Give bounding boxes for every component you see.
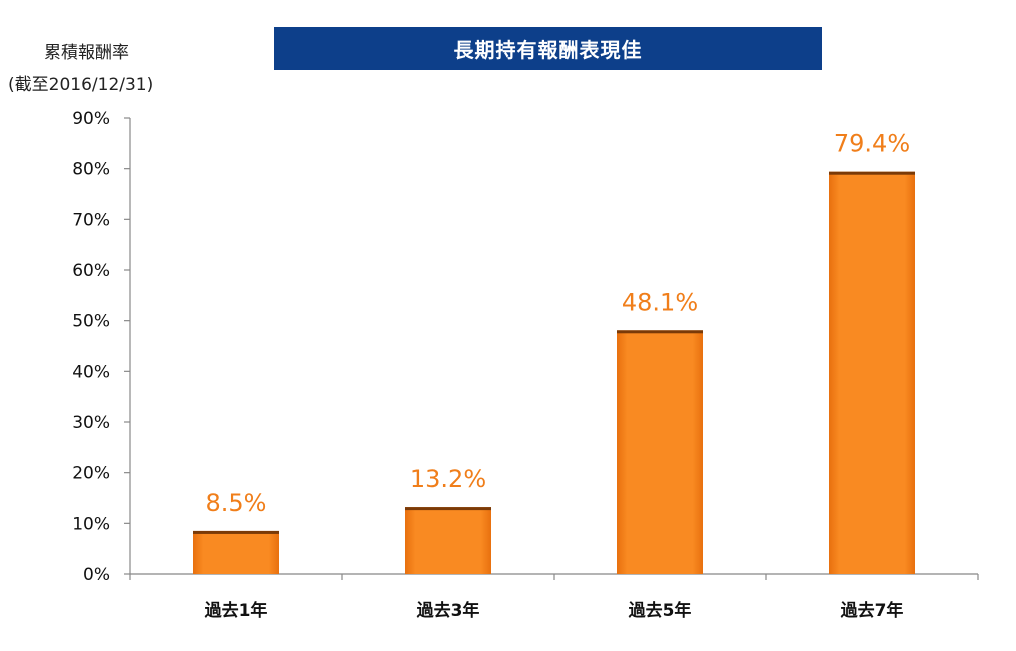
bar xyxy=(829,171,915,574)
y-axis-label-date: (截至2016/12/31) xyxy=(8,75,154,95)
x-tick-label: 過去3年 xyxy=(417,600,480,621)
bar-top-edge xyxy=(405,507,491,511)
bar xyxy=(193,530,279,574)
bar-top-edge xyxy=(193,530,279,534)
bar xyxy=(617,330,703,574)
y-tick-label: 0% xyxy=(83,565,110,585)
y-tick-label: 20% xyxy=(72,464,110,484)
x-tick-label: 過去1年 xyxy=(205,600,268,621)
bar xyxy=(405,507,491,574)
y-tick-label: 80% xyxy=(72,160,110,180)
x-tick-label: 過去5年 xyxy=(629,600,692,621)
chart-title: 長期持有報酬表現佳 xyxy=(453,38,643,62)
data-label: 13.2% xyxy=(410,465,486,493)
y-tick-label: 40% xyxy=(72,362,110,382)
bar-top-edge xyxy=(617,330,703,334)
data-label: 8.5% xyxy=(206,489,267,517)
data-label: 48.1% xyxy=(622,288,698,316)
bar-top-edge xyxy=(829,171,915,175)
y-tick-label: 70% xyxy=(72,210,110,230)
chart-title-banner: 長期持有報酬表現佳 xyxy=(274,27,822,70)
y-axis-label: 累積報酬率 xyxy=(44,43,129,63)
y-tick-label: 10% xyxy=(72,514,110,534)
y-tick-label: 60% xyxy=(72,261,110,281)
y-tick-label: 50% xyxy=(72,312,110,332)
y-tick-label: 30% xyxy=(72,413,110,433)
data-label: 79.4% xyxy=(834,130,910,158)
y-tick-label: 90% xyxy=(72,109,110,129)
x-tick-label: 過去7年 xyxy=(841,600,904,621)
